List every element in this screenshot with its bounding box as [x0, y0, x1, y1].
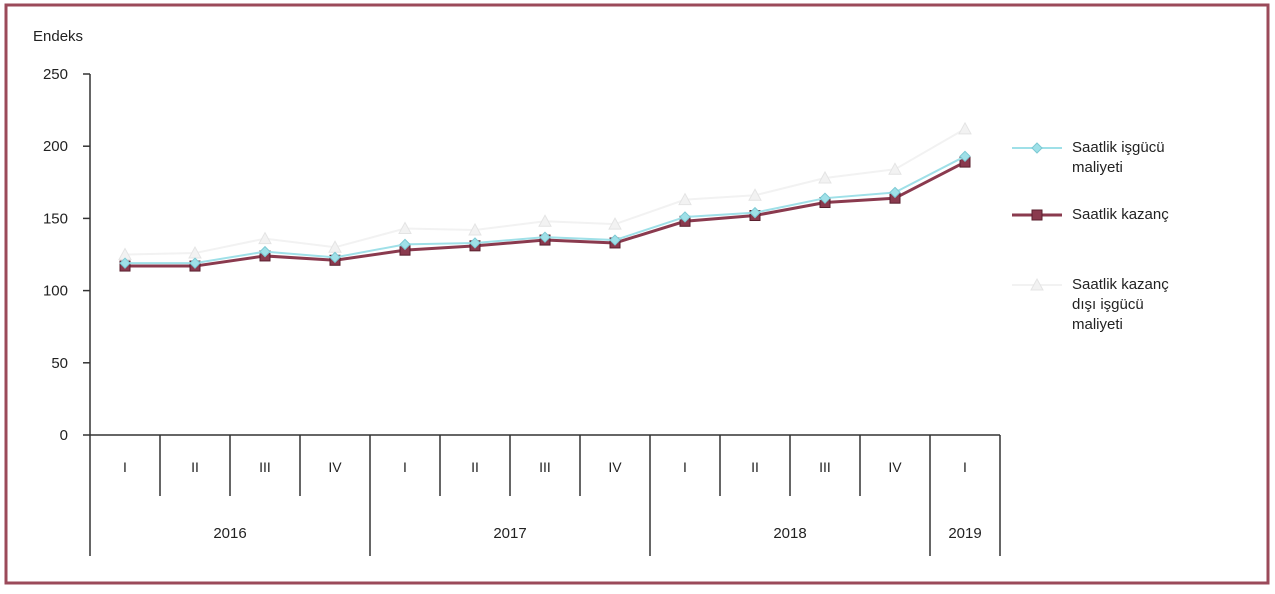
- data-point: [958, 121, 972, 135]
- data-point: [889, 186, 901, 199]
- data-point: [819, 192, 831, 204]
- data-point: [1031, 209, 1043, 221]
- x-category-label: I: [683, 459, 687, 475]
- x-category-label: IV: [328, 459, 342, 475]
- series-1: [119, 150, 971, 269]
- data-point: [119, 257, 131, 269]
- legend-item: Saatlik kazanç: [1012, 206, 1169, 223]
- x-year-label: 2017: [493, 525, 526, 542]
- data-point: [189, 257, 201, 269]
- legend-item: Saatlik işgücü maliyeti: [1012, 139, 1165, 176]
- y-tick-label: 150: [43, 210, 68, 227]
- x-category-label: I: [123, 459, 127, 475]
- legend-label: Saatlik kazanç dışı işgücü maliyeti: [1072, 276, 1169, 333]
- data-point: [468, 222, 482, 236]
- legend-label: Saatlik işgücü maliyeti: [1072, 139, 1165, 176]
- data-point: [678, 192, 692, 206]
- data-point: [959, 150, 971, 163]
- legend: Saatlik işgücü maliyeti Saatlik kazanç Saat…: [1012, 139, 1169, 333]
- data-point: [329, 251, 341, 264]
- data-point: [748, 188, 762, 201]
- legend-item: Saatlik kazanç dışı işgücü maliyeti: [1012, 276, 1169, 333]
- x-year-label: 2016: [213, 525, 246, 542]
- data-point: [539, 231, 551, 243]
- data-point: [398, 221, 412, 235]
- series-layer: [118, 121, 972, 272]
- data-point: [1031, 142, 1043, 154]
- data-point: [749, 206, 761, 219]
- data-point: [399, 238, 411, 251]
- y-tick-label: 0: [60, 427, 68, 444]
- data-point: [258, 231, 272, 245]
- data-point: [259, 245, 271, 258]
- data-point: [818, 170, 832, 184]
- y-tick-label: 250: [43, 66, 68, 83]
- data-point: [888, 162, 902, 175]
- x-category-label: I: [403, 459, 407, 475]
- data-point: [538, 214, 552, 227]
- legend-label: Saatlik kazanç: [1072, 206, 1169, 223]
- x-year-label: 2019: [948, 525, 981, 542]
- x-category-label: III: [259, 459, 271, 475]
- x-category-label: IV: [608, 459, 622, 475]
- data-point: [469, 237, 481, 249]
- y-tick-label: 100: [43, 283, 68, 300]
- chart-border: [4, 3, 1270, 585]
- x-category-label: III: [539, 459, 551, 475]
- y-axis-title: Endeks: [33, 28, 83, 45]
- x-year-label: 2018: [773, 525, 806, 542]
- series-3: [118, 121, 972, 260]
- y-tick-label: 200: [43, 138, 68, 155]
- data-point: [679, 211, 691, 223]
- x-category-label: II: [751, 459, 759, 475]
- x-category-label: III: [819, 459, 831, 475]
- data-point: [609, 234, 621, 246]
- data-point: [608, 217, 622, 230]
- x-category-label: I: [963, 459, 967, 475]
- y-tick-label: 50: [51, 355, 68, 372]
- x-category-label: II: [471, 459, 479, 475]
- data-point: [1030, 277, 1044, 291]
- x-category-label: II: [191, 459, 199, 475]
- x-category-label: IV: [888, 459, 902, 475]
